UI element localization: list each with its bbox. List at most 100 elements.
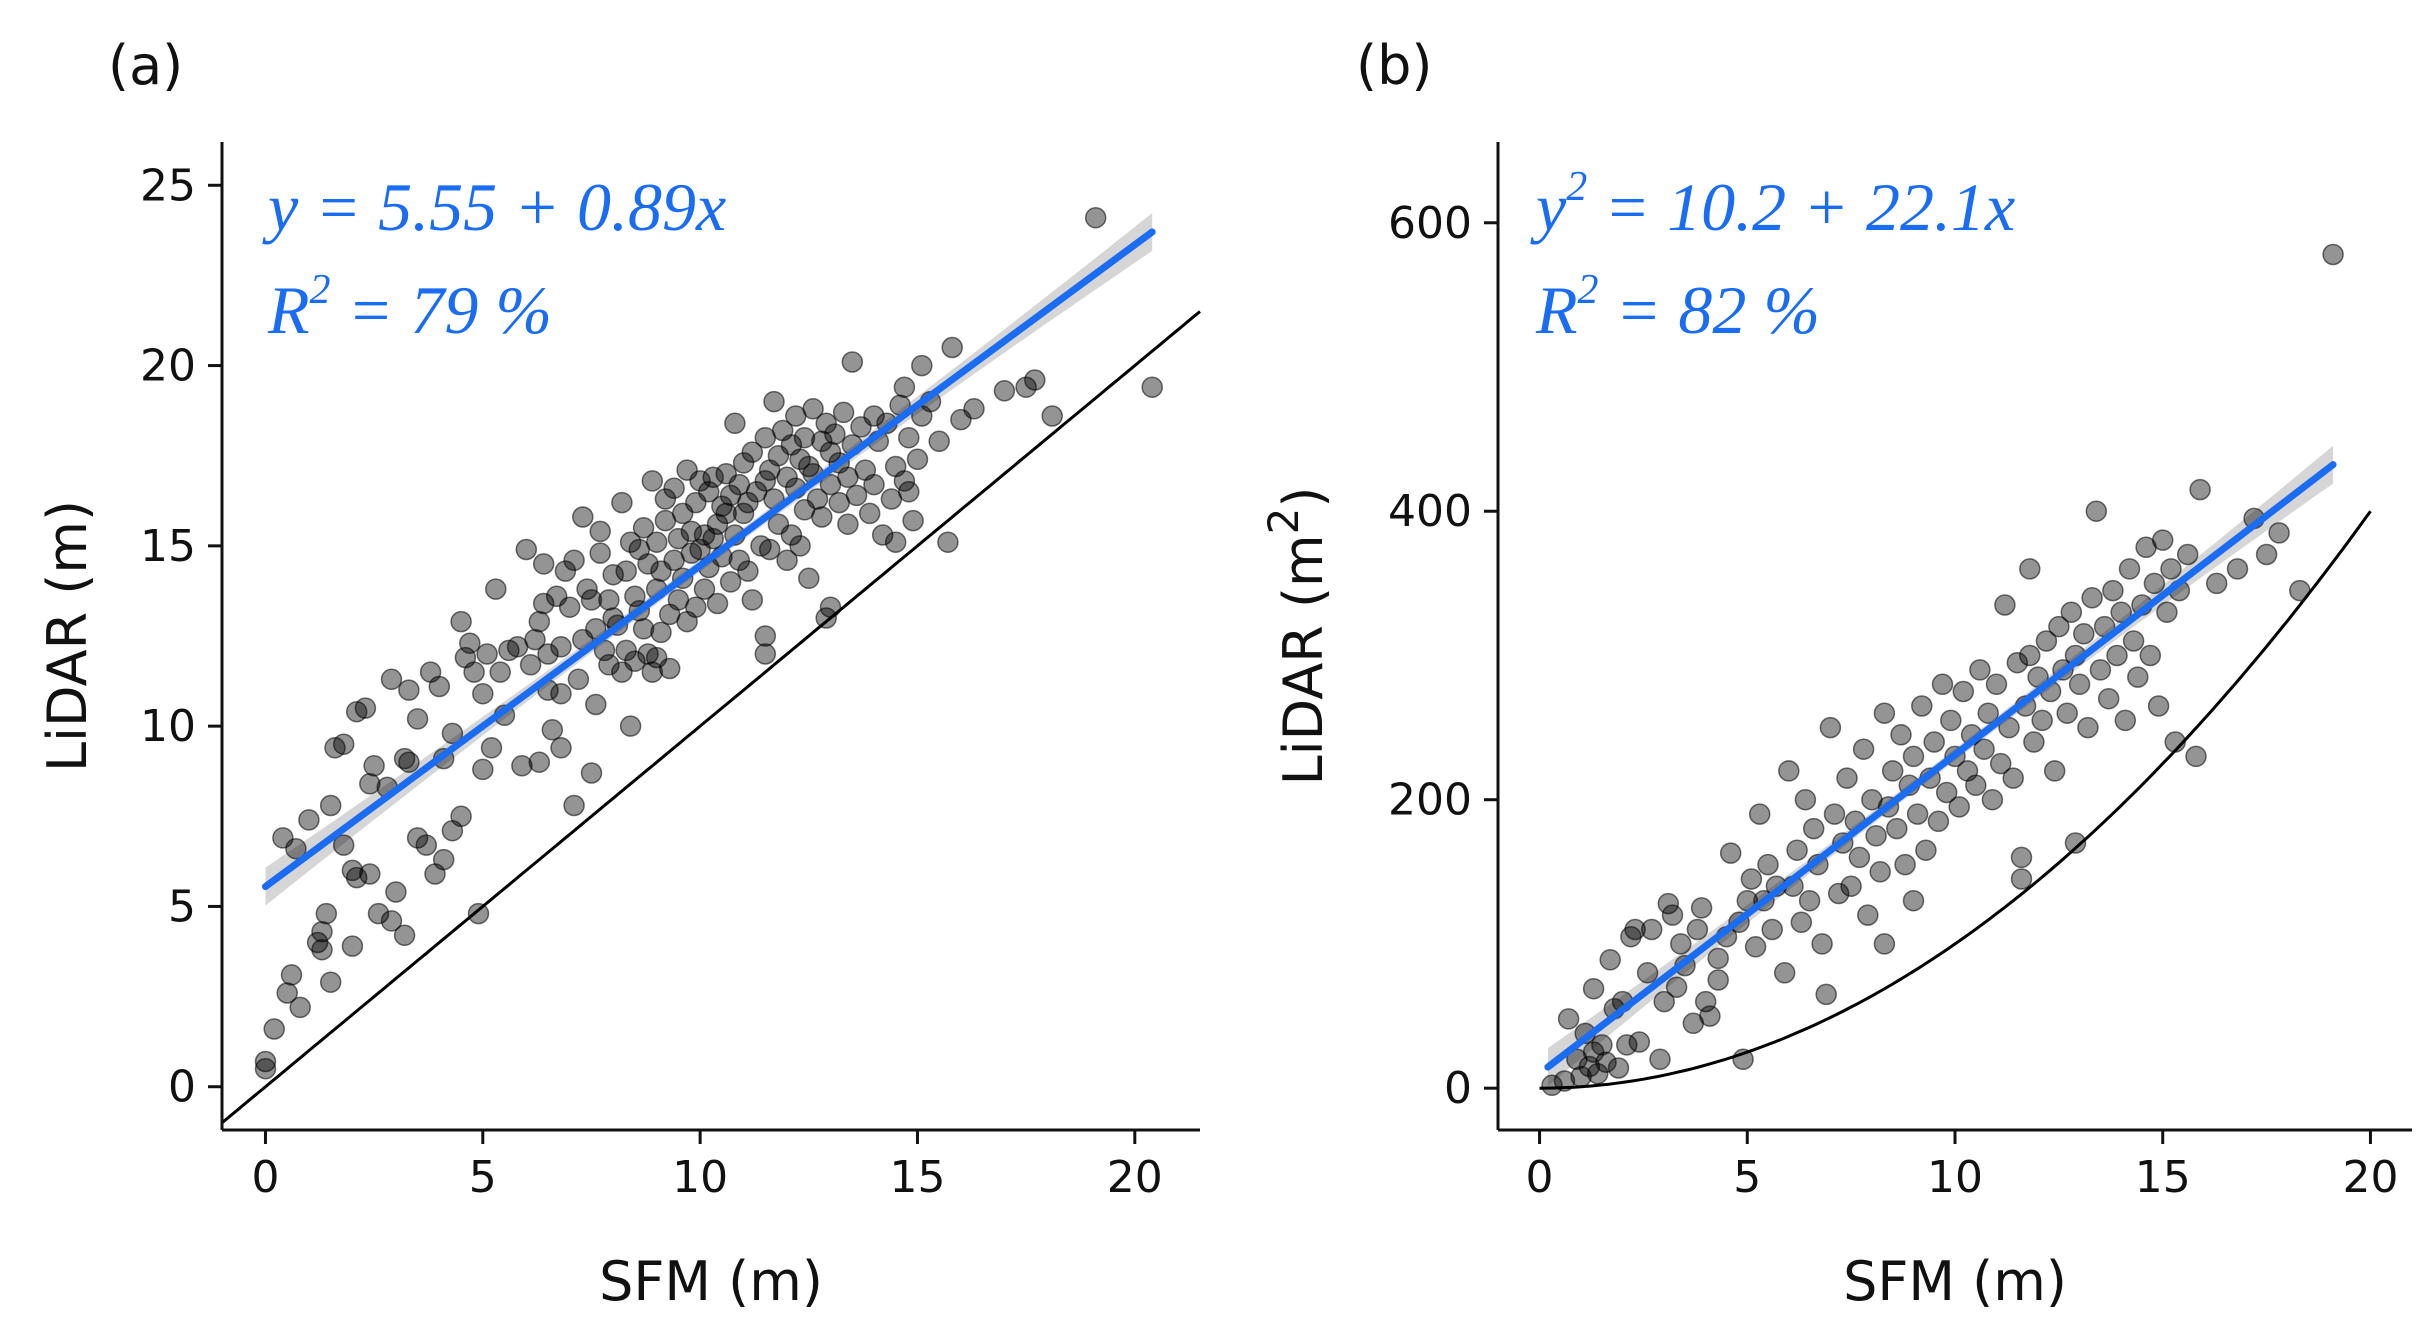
panel-b-point xyxy=(1707,947,1729,970)
panel-a-point xyxy=(884,531,907,553)
panel-b-point xyxy=(2255,543,2278,566)
panel-a-point xyxy=(354,697,377,719)
panel-a-point xyxy=(893,376,916,398)
panel-a-point xyxy=(741,589,764,611)
panel-b-point xyxy=(1911,695,1933,717)
panel-a-point xyxy=(415,834,438,856)
panel-b-point xyxy=(2073,623,2095,645)
panel-a-point xyxy=(263,1018,285,1040)
panel-a-y-ticks: 0 5 10 15 20 25 xyxy=(140,160,222,1113)
panel-b-point xyxy=(2006,651,2029,674)
panel-b-point xyxy=(2226,558,2249,580)
panel-b-point xyxy=(1852,738,1875,760)
panel-b-point xyxy=(1894,853,1916,876)
panel-a-point xyxy=(806,488,829,510)
panel-a-point xyxy=(719,571,742,593)
panel-a-point xyxy=(793,426,816,449)
panel-b-point xyxy=(1541,1074,1563,1097)
panel-b-point xyxy=(1973,738,1995,760)
panel-a-point xyxy=(802,398,824,420)
panel-a-point xyxy=(728,549,751,572)
panel-b-x-title: SFM (m) xyxy=(1843,1250,2067,1313)
panel-b-point xyxy=(1802,817,1825,840)
panel-a-point xyxy=(758,538,781,561)
panel-b-point xyxy=(2019,558,2041,580)
panel-b-point xyxy=(2164,731,2186,753)
panel-b-point xyxy=(1582,977,1605,1000)
panel-a-point xyxy=(637,553,659,575)
panel-b-point xyxy=(1690,897,1713,919)
panel-a-point xyxy=(485,578,507,600)
panel-a-point xyxy=(393,747,416,770)
panel-a-label: (a) xyxy=(108,34,183,97)
panel-a-point xyxy=(463,661,485,683)
panel-b-label: (b) xyxy=(1356,34,1432,97)
panel-b-point xyxy=(1952,680,1975,703)
panel-a-point xyxy=(693,578,716,600)
panel-b-point xyxy=(1748,803,1771,825)
panel-b-point xyxy=(2110,601,2132,623)
panel-b-point xyxy=(1931,673,1954,696)
panel-a-point xyxy=(554,560,577,582)
panel-a-fit-line xyxy=(261,228,1156,891)
panel-a-point xyxy=(658,657,681,680)
panel-b-point xyxy=(1624,918,1646,941)
panel-a-point xyxy=(732,452,755,474)
panel-b-point xyxy=(1940,709,1962,732)
panel-b-x-tick-label: 10 xyxy=(1927,1152,1983,1203)
panel-b-point xyxy=(2056,702,2078,724)
panel-a-point xyxy=(476,643,498,665)
panel-b-point xyxy=(1985,673,2008,696)
panel-a-point xyxy=(650,621,672,644)
panel-b-equation: y2 = 10.2 + 22.1x xyxy=(1530,164,2015,245)
panel-a-point xyxy=(280,964,303,986)
panel-b-point xyxy=(2189,478,2211,501)
panel-a-point xyxy=(963,398,985,420)
panel-b-point xyxy=(1740,868,1763,890)
panel-b-point xyxy=(2043,760,2066,782)
panel-a-point xyxy=(754,625,777,647)
panel-b-point xyxy=(1591,1034,1613,1056)
panel-b-point xyxy=(1732,1048,1754,1071)
panel-a-point xyxy=(576,578,598,600)
panel-b-point xyxy=(1869,861,1891,883)
panel-a-y-tick-label: 5 xyxy=(168,881,196,932)
panel-a-point xyxy=(706,592,729,615)
panel-b-point xyxy=(1670,933,1692,955)
panel-b-point xyxy=(2143,572,2166,595)
panel-a-point xyxy=(589,520,611,543)
panel-b-point xyxy=(1653,990,1675,1013)
panel-a-point xyxy=(359,863,381,885)
panel-a-y-tick-label: 0 xyxy=(168,1062,196,1113)
panel-a-point xyxy=(311,920,333,943)
panel-a-point xyxy=(563,794,585,817)
panel-a-point xyxy=(589,542,611,564)
panel-b-point xyxy=(2097,687,2120,710)
panel-a-y-title: LiDAR (m) xyxy=(36,500,99,772)
panel-a-x-title: SFM (m) xyxy=(599,1250,823,1313)
panel-b-point xyxy=(1977,702,1999,724)
panel-a-point xyxy=(580,762,603,784)
panel-a-point xyxy=(837,513,859,535)
panel-b-point xyxy=(2156,601,2178,623)
panel-b-point xyxy=(1595,1051,1617,1073)
panel-b-point xyxy=(2289,579,2311,602)
panel-a-point xyxy=(789,535,811,557)
panel-a-point xyxy=(1141,376,1163,398)
panel-b-point xyxy=(1811,933,1833,955)
panel-a-point xyxy=(332,733,355,755)
panel-a-y-tick-label: 20 xyxy=(140,341,196,392)
panel-a-point xyxy=(906,448,929,471)
panel-a-point xyxy=(619,531,642,553)
panel-b-x-tick-label: 5 xyxy=(1733,1152,1761,1203)
panel-a-point xyxy=(406,827,429,849)
panel-b-x-ticks: 0 5 10 15 20 xyxy=(1526,1130,2398,1203)
panel-a-point xyxy=(515,538,538,561)
panel-a-point xyxy=(1024,369,1046,391)
panel-b-reference-curve xyxy=(1539,510,2372,1090)
panel-a-point xyxy=(441,722,464,745)
panel-a-point xyxy=(332,834,355,856)
panel-a-point xyxy=(558,596,581,618)
panel-b-x-tick-label: 0 xyxy=(1526,1152,1554,1203)
panel-b-point xyxy=(2106,644,2128,667)
